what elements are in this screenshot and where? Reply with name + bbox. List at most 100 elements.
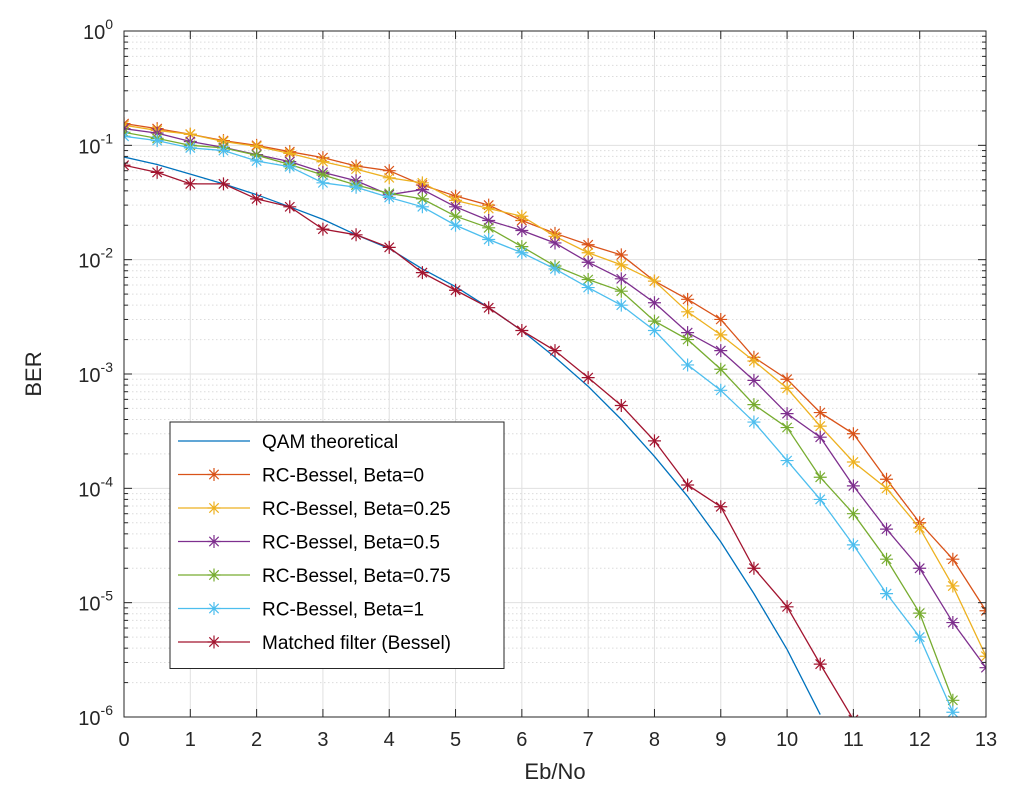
data-point-marker xyxy=(250,139,264,153)
data-point-marker xyxy=(415,183,429,197)
data-point-marker xyxy=(216,144,230,158)
data-point-marker xyxy=(183,127,197,141)
data-point-marker xyxy=(349,228,363,242)
x-axis-label: Eb/No xyxy=(524,759,585,784)
data-point-marker xyxy=(482,214,496,228)
data-point-marker xyxy=(449,200,463,214)
legend-label: QAM theoretical xyxy=(262,432,398,453)
x-tick-label: 13 xyxy=(975,729,997,751)
legend-label: RC-Bessel, Beta=0.5 xyxy=(262,533,440,554)
data-point-marker xyxy=(515,246,529,260)
y-tick-label: 10-5 xyxy=(78,588,113,616)
data-point-marker xyxy=(548,262,562,276)
data-point-marker xyxy=(581,273,595,287)
data-point-marker xyxy=(714,383,728,397)
data-point-marker xyxy=(349,162,363,176)
data-point-marker xyxy=(183,177,197,191)
legend-label: RC-Bessel, Beta=0 xyxy=(262,466,424,487)
data-point-marker xyxy=(747,415,761,429)
y-tick-label: 10-4 xyxy=(78,473,113,501)
data-point-marker xyxy=(714,362,728,376)
data-point-marker xyxy=(415,176,429,190)
data-point-marker xyxy=(316,222,330,236)
data-point-marker xyxy=(382,190,396,204)
data-point-marker xyxy=(846,538,860,552)
data-point-marker xyxy=(207,535,221,548)
legend-entry: RC-Bessel, Beta=0.5 xyxy=(178,533,440,554)
series-5 xyxy=(124,129,960,717)
legend-label: RC-Bessel, Beta=0.75 xyxy=(262,566,451,587)
series-line xyxy=(124,135,954,713)
data-point-marker xyxy=(647,296,661,310)
data-point-marker xyxy=(349,180,363,194)
data-point-marker xyxy=(846,507,860,521)
data-point-marker xyxy=(813,406,827,420)
data-point-marker xyxy=(614,248,628,262)
data-point-marker xyxy=(780,454,794,468)
data-point-marker xyxy=(913,561,927,575)
series-line xyxy=(124,131,954,701)
data-point-marker xyxy=(813,657,827,671)
data-point-marker xyxy=(780,421,794,435)
data-point-marker xyxy=(207,568,221,582)
tick-labels: 0 1 2 3 4 5 6 7 8 9 10 11 12 1310010-110-210-310-410-… xyxy=(78,16,997,751)
data-point-marker xyxy=(880,481,894,495)
data-point-marker xyxy=(183,141,197,155)
data-point-marker xyxy=(581,246,595,260)
data-point-marker xyxy=(415,192,429,206)
data-point-marker xyxy=(647,434,661,448)
legend-entry: RC-Bessel, Beta=0.25 xyxy=(178,499,451,520)
data-point-marker xyxy=(548,229,562,243)
data-point-marker xyxy=(382,164,396,178)
legend-entry: QAM theoretical xyxy=(178,432,398,453)
data-point-marker xyxy=(880,522,894,536)
data-point-marker xyxy=(714,328,728,342)
data-point-marker xyxy=(614,298,628,312)
x-tick-label: 8 xyxy=(649,729,660,751)
data-point-marker xyxy=(207,468,221,481)
series-0 xyxy=(124,156,821,715)
x-tick-label: 2 xyxy=(251,729,262,751)
x-tick-label: 12 xyxy=(909,729,931,751)
x-tick-label: 4 xyxy=(384,729,395,751)
data-point-marker xyxy=(681,326,695,340)
data-point-marker xyxy=(647,324,661,338)
data-point-marker xyxy=(946,693,960,707)
data-point-marker xyxy=(747,354,761,368)
data-point-marker xyxy=(846,427,860,441)
data-point-marker xyxy=(880,552,894,566)
data-point-marker xyxy=(415,266,429,280)
data-point-marker xyxy=(747,373,761,387)
legend-box xyxy=(169,421,505,669)
legend-entry: RC-Bessel, Beta=0.75 xyxy=(178,566,451,587)
data-point-marker xyxy=(681,292,695,306)
data-point-marker xyxy=(880,587,894,601)
y-tick-label: 10-3 xyxy=(78,359,113,387)
data-point-marker xyxy=(813,419,827,433)
series-6 xyxy=(124,158,859,717)
data-point-marker xyxy=(681,358,695,372)
x-tick-label: 7 xyxy=(583,729,594,751)
data-point-marker xyxy=(449,209,463,223)
legend-label: RC-Bessel, Beta=1 xyxy=(262,600,424,621)
data-point-marker xyxy=(946,705,960,717)
data-point-marker xyxy=(581,238,595,252)
data-point-marker xyxy=(250,154,264,168)
data-point-marker xyxy=(283,200,297,214)
legend-entry: Matched filter (Bessel) xyxy=(178,633,451,654)
data-point-marker xyxy=(714,500,728,514)
data-point-marker xyxy=(482,233,496,247)
data-point-marker xyxy=(150,134,164,148)
data-point-marker xyxy=(681,478,695,492)
x-tick-label: 9 xyxy=(715,729,726,751)
y-tick-label: 10-6 xyxy=(78,702,113,730)
data-point-marker xyxy=(449,218,463,232)
legend-label: RC-Bessel, Beta=0.25 xyxy=(262,499,451,520)
data-point-marker xyxy=(913,521,927,535)
legend-label: Matched filter (Bessel) xyxy=(262,633,451,654)
data-point-marker xyxy=(207,635,221,649)
series-line xyxy=(124,156,821,715)
series-layer xyxy=(124,117,986,717)
axis-ticks xyxy=(123,30,987,718)
